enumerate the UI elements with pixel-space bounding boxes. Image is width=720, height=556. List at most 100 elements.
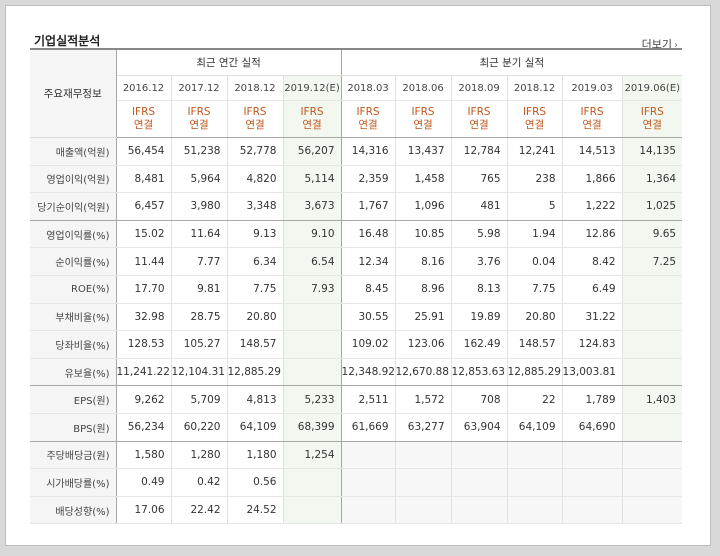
value-cell: 19.89 — [451, 303, 508, 332]
value-cell: 0.49 — [116, 468, 172, 497]
value-cell: 148.57 — [507, 330, 563, 359]
period-header: 2017.12 — [171, 75, 228, 101]
period-header: 2019.12(E) — [283, 75, 342, 101]
value-cell: 63,904 — [451, 413, 508, 442]
value-cell: 6.49 — [562, 275, 623, 304]
value-cell: 12.34 — [341, 247, 396, 276]
value-cell: 8.45 — [341, 275, 396, 304]
value-cell — [507, 441, 563, 470]
value-cell: 7.75 — [227, 275, 284, 304]
value-cell — [341, 496, 396, 525]
value-cell: 9.81 — [171, 275, 228, 304]
value-cell — [283, 468, 342, 497]
value-cell: 9,262 — [116, 385, 172, 414]
consolidated-label: 연결 — [358, 119, 378, 131]
value-cell: 12,885.29 — [507, 358, 563, 387]
value-cell — [283, 303, 342, 332]
value-cell: 2,511 — [341, 385, 396, 414]
row-label: 매출액(억원) — [30, 137, 117, 166]
value-cell: 11.64 — [171, 220, 228, 249]
value-cell: 14,316 — [341, 137, 396, 166]
row-label: BPS(원) — [30, 413, 117, 442]
table-row: 주당배당금(원) 1,580 1,280 1,180 1,254 — [30, 441, 683, 470]
value-cell: 22.42 — [171, 496, 228, 525]
consolidated-label: 연결 — [245, 119, 265, 131]
row-label: 순이익률(%) — [30, 247, 117, 276]
value-cell — [451, 468, 508, 497]
value-cell: 15.02 — [116, 220, 172, 249]
value-cell: 8.16 — [395, 247, 452, 276]
consolidated-label: 연결 — [133, 119, 154, 131]
value-cell: 765 — [451, 165, 508, 194]
value-cell — [622, 358, 683, 387]
value-cell — [507, 468, 563, 497]
row-label: 당기순이익(억원) — [30, 192, 117, 221]
value-cell: 9.65 — [622, 220, 683, 249]
value-cell: 9.10 — [283, 220, 342, 249]
table-row: EPS(원) 9,262 5,709 4,813 5,233 2,511 1,572 708 2… — [30, 385, 683, 414]
value-cell: 11,241.22 — [116, 358, 172, 387]
more-link[interactable]: 더보기 › — [642, 36, 678, 52]
annual-group-header: 최근 연간 실적 — [116, 48, 342, 76]
value-cell — [622, 468, 683, 497]
value-cell: 7.77 — [171, 247, 228, 276]
value-cell: 5,709 — [171, 385, 228, 414]
consolidated-label: 연결 — [413, 119, 433, 131]
value-cell: 1,254 — [283, 441, 342, 470]
value-cell: 1,789 — [562, 385, 623, 414]
value-cell — [283, 358, 342, 387]
more-label[interactable]: 더보기 — [641, 38, 672, 51]
ifrs-label: IFRS — [243, 106, 267, 118]
corner-label: 주요재무정보 — [30, 48, 117, 138]
value-cell: 17.06 — [116, 496, 172, 525]
table-row: 매출액(억원) 56,454 51,238 52,778 56,207 14,316 13,… — [30, 137, 683, 166]
value-cell: 22 — [507, 385, 563, 414]
value-cell: 5,964 — [171, 165, 228, 194]
period-header: 2018.09 — [451, 75, 508, 101]
value-cell: 13,003.81 — [562, 358, 623, 387]
period-header: 2016.12 — [116, 75, 172, 101]
value-cell: 1,403 — [622, 385, 683, 414]
ifrs-label: IFRS — [131, 106, 156, 118]
row-label: ROE(%) — [30, 275, 117, 304]
period-header: 2018.06 — [395, 75, 452, 101]
value-cell: 12,348.92 — [341, 358, 396, 387]
value-cell — [562, 441, 623, 470]
accounting-basis: IFRS 연결 — [562, 100, 623, 138]
value-cell: 24.52 — [227, 496, 284, 525]
value-cell: 64,109 — [507, 413, 563, 442]
consolidated-label: 연결 — [642, 119, 662, 131]
value-cell: 52,778 — [227, 137, 284, 166]
value-cell — [451, 496, 508, 525]
value-cell — [562, 468, 623, 497]
value-cell: 1,364 — [622, 165, 683, 194]
value-cell: 3,980 — [171, 192, 228, 221]
value-cell: 148.57 — [227, 330, 284, 359]
value-cell: 1,025 — [622, 192, 683, 221]
value-cell — [622, 441, 683, 470]
value-cell: 5.98 — [451, 220, 508, 249]
value-cell: 16.48 — [341, 220, 396, 249]
value-cell: 17.70 — [116, 275, 172, 304]
accounting-basis: IFRS 연결 — [171, 100, 228, 138]
value-cell: 10.85 — [395, 220, 452, 249]
value-cell: 32.98 — [116, 303, 172, 332]
value-cell: 28.75 — [171, 303, 228, 332]
row-label: 부채비율(%) — [30, 303, 117, 332]
value-cell: 12,241 — [507, 137, 563, 166]
row-label: EPS(원) — [30, 385, 117, 414]
value-cell: 5,233 — [283, 385, 342, 414]
value-cell: 6.34 — [227, 247, 284, 276]
accounting-basis: IFRS 연결 — [341, 100, 396, 138]
value-cell: 14,513 — [562, 137, 623, 166]
value-cell: 109.02 — [341, 330, 396, 359]
value-cell: 12,104.31 — [171, 358, 228, 387]
value-cell: 1.94 — [507, 220, 563, 249]
value-cell: 63,277 — [395, 413, 452, 442]
value-cell: 8.96 — [395, 275, 452, 304]
value-cell: 25.91 — [395, 303, 452, 332]
section-title: 기업실적분석 — [34, 34, 101, 48]
value-cell: 3,348 — [227, 192, 284, 221]
value-cell: 56,454 — [116, 137, 172, 166]
row-label: 당좌비율(%) — [30, 330, 117, 359]
